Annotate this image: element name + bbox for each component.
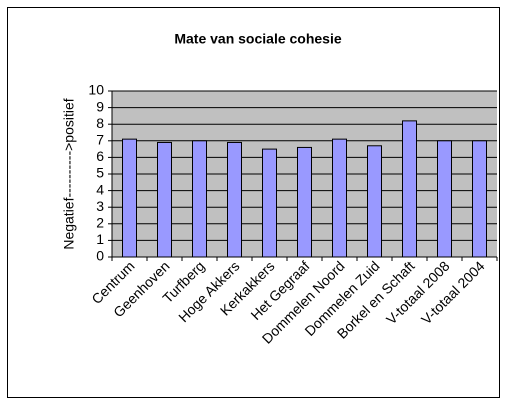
y-tick-label: 10 [88,82,104,98]
y-tick-label: 1 [96,231,104,247]
y-axis-label: Negatief---------->positief [61,98,77,249]
bar [472,140,487,258]
bar [297,146,312,258]
y-tick-label: 5 [96,165,104,181]
bar [192,140,207,258]
y-tick-label: 2 [96,215,104,231]
bar [332,138,347,258]
y-tick-label: 3 [96,198,104,214]
y-tick-label: 7 [96,132,104,148]
y-tick-label: 8 [96,115,104,131]
bar [122,138,137,258]
y-tick-label: 0 [96,248,104,264]
y-tick-label: 9 [96,98,104,114]
y-tick-label: 4 [96,181,104,197]
bar [262,148,277,258]
bar [157,141,172,258]
bar [367,145,382,258]
bar [402,120,417,258]
bar [437,140,452,258]
bar [227,141,242,258]
chart-title: Mate van sociale cohesie [174,31,342,47]
y-tick-label: 6 [96,148,104,164]
